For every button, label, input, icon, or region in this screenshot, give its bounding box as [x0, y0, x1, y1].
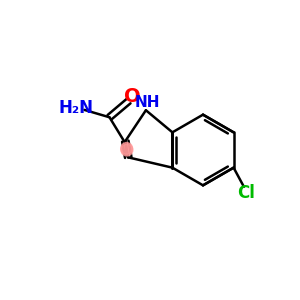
Text: O: O	[124, 87, 140, 106]
Text: Cl: Cl	[237, 184, 255, 202]
Text: H₂N: H₂N	[59, 99, 94, 117]
Circle shape	[121, 144, 133, 156]
Circle shape	[121, 142, 133, 154]
Text: NH: NH	[135, 94, 160, 110]
